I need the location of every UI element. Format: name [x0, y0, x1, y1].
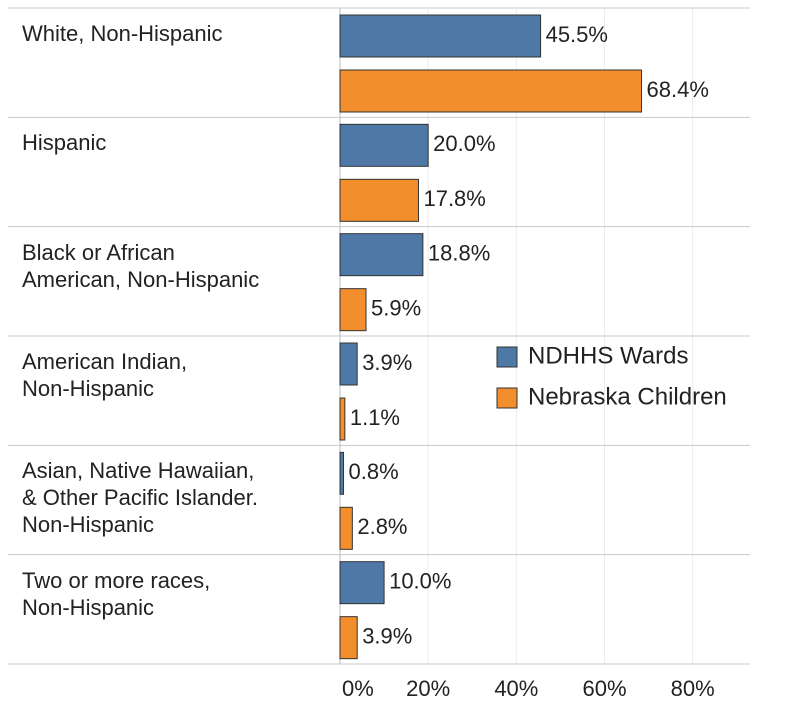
value-label: 68.4%: [647, 77, 709, 102]
bar: [339, 123, 429, 167]
bar: [339, 561, 385, 605]
bar: [339, 616, 358, 660]
value-label: 18.8%: [428, 240, 490, 265]
value-label: 3.9%: [362, 623, 412, 648]
bar: [339, 14, 542, 58]
category-label: Asian, Native Hawaiian, & Other Pacific …: [22, 458, 258, 538]
legend-label: NDHHS Wards: [528, 342, 688, 369]
bar: [339, 342, 358, 386]
category-label: White, Non-Hispanic: [22, 21, 223, 46]
x-tick-label: 80%: [671, 676, 715, 701]
value-label: 0.8%: [349, 459, 399, 484]
legend-swatch: [496, 346, 518, 368]
category-label: American Indian, Non-Hispanic: [22, 349, 188, 401]
x-tick-label: 40%: [494, 676, 538, 701]
x-tick-label: 0%: [342, 676, 374, 701]
category-label: Hispanic: [22, 130, 107, 156]
bar: [339, 178, 419, 222]
legend-label: Nebraska Children: [528, 383, 727, 410]
value-label: 45.5%: [546, 22, 608, 47]
value-label: 2.8%: [357, 514, 407, 539]
value-label: 1.1%: [350, 405, 400, 430]
value-label: 17.8%: [423, 186, 485, 211]
value-label: 3.9%: [362, 350, 412, 375]
value-label: 10.0%: [389, 568, 451, 593]
category-label: Two or more races, Non-Hispanic: [22, 567, 211, 620]
bar: [339, 288, 367, 332]
bar: [339, 233, 424, 277]
value-label: 20.0%: [433, 131, 495, 156]
value-label: 5.9%: [371, 295, 421, 320]
bar: [339, 397, 346, 441]
x-tick-label: 20%: [406, 676, 450, 701]
bar: [339, 69, 643, 113]
legend-swatch: [496, 387, 518, 409]
x-tick-label: 60%: [582, 676, 626, 701]
bar: [339, 451, 345, 495]
bar: [339, 506, 353, 550]
category-label: Black or African American, Non-Hispanic: [22, 239, 260, 292]
